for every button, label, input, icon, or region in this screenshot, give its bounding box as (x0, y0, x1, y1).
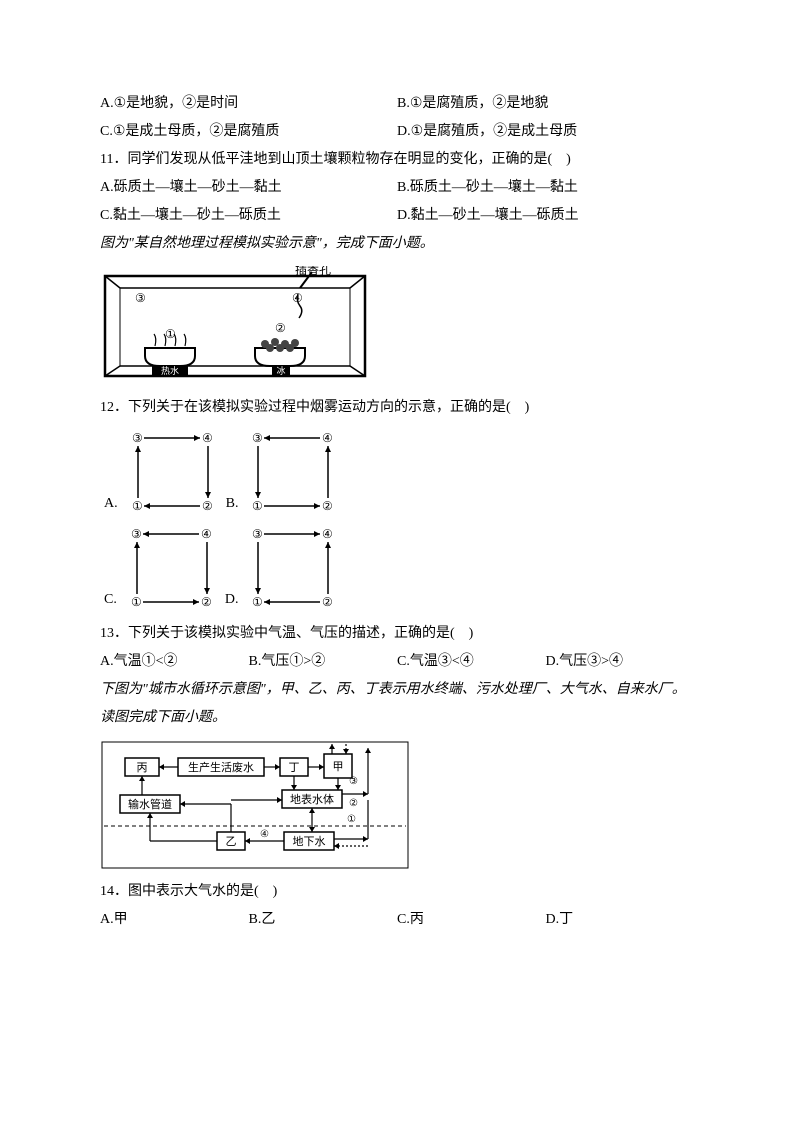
svg-text:①: ① (252, 595, 263, 609)
q11-opt-c: C.黏土—壤土—砂土—砾质土 (100, 202, 397, 230)
q12-label-a: A. (104, 490, 118, 518)
q13-stem: 13．下列关于该模拟实验中气温、气压的描述，正确的是( ) (100, 620, 694, 648)
q14-opt-b: B.乙 (249, 906, 398, 934)
svg-text:①: ① (131, 595, 142, 609)
svg-text:甲: 甲 (333, 761, 344, 773)
svg-text:②: ② (202, 499, 213, 513)
q13-opt-d: D.气压③>④ (546, 648, 695, 676)
svg-text:地下水: 地下水 (293, 835, 326, 848)
note2: 下图为"城市水循环示意图"，甲、乙、丙、丁表示用水终端、污水处理厂、大气水、自来… (100, 676, 694, 732)
q14-opt-d: D.丁 (546, 906, 695, 934)
svg-text:丙: 丙 (137, 762, 148, 774)
q11-stem: 11．同学们发现从低平洼地到山顶土壤颗粒物存在明显的变化，正确的是( ) (100, 146, 694, 174)
q14-options: A.甲 B.乙 C.丙 D.丁 (100, 906, 694, 934)
q11-options-row1: A.砾质土—壤土—砂土—黏土 B.砾质土—砂土—壤土—黏土 (100, 174, 694, 202)
svg-text:冰: 冰 (276, 365, 285, 376)
q14-stem: 14．图中表示大气水的是( ) (100, 878, 694, 906)
q10-opt-d: D.①是腐殖质，②是成土母质 (397, 118, 694, 146)
svg-text:输水管道: 输水管道 (128, 797, 172, 811)
svg-text:④: ④ (322, 527, 333, 541)
q11-opt-a: A.砾质土—壤土—砂土—黏土 (100, 174, 397, 202)
q11-opt-d: D.黏土—砂土—壤土—砾质土 (397, 202, 694, 230)
svg-text:③: ③ (135, 291, 146, 305)
q12-label-c: C. (104, 586, 117, 614)
svg-text:③: ③ (131, 527, 142, 541)
svg-text:②: ② (275, 321, 286, 335)
q11-options-row2: C.黏土—壤土—砂土—砾质土 D.黏土—砂土—壤土—砾质土 (100, 202, 694, 230)
q13-options: A.气温①<② B.气压①>② C.气温③<④ D.气压③>④ (100, 648, 694, 676)
q12-diagram-c: ③ ④ ① ② (121, 524, 221, 614)
svg-text:③: ③ (252, 527, 263, 541)
svg-text:①: ① (132, 499, 143, 513)
q13-opt-a: A.气温①<② (100, 648, 249, 676)
svg-text:①: ① (347, 814, 356, 825)
svg-text:①: ① (252, 499, 263, 513)
svg-text:插香孔: 插香孔 (295, 266, 331, 277)
q12-diagrams-ab: A. ③ ④ ① ② B. ③ ④ ① ② (100, 428, 694, 518)
svg-text:③: ③ (132, 431, 143, 445)
svg-text:②: ② (322, 499, 333, 513)
q13-opt-b: B.气压①>② (249, 648, 398, 676)
q12-label-d: D. (225, 586, 239, 614)
q12-label-b: B. (226, 490, 239, 518)
q12-diagram-d: ③ ④ ① ② (242, 524, 342, 614)
q10-options-row1: A.①是地貌，②是时间 B.①是腐殖质，②是地貌 (100, 90, 694, 118)
q12-stem: 12．下列关于在该模拟实验过程中烟雾运动方向的示意，正确的是( ) (100, 394, 694, 422)
q14-opt-a: A.甲 (100, 906, 249, 934)
q12-diagram-a: ③ ④ ① ② (122, 428, 222, 518)
svg-text:丁: 丁 (289, 762, 300, 774)
svg-text:③: ③ (349, 776, 358, 787)
svg-text:①: ① (165, 327, 176, 341)
q10-opt-c: C.①是成土母质，②是腐殖质 (100, 118, 397, 146)
svg-text:热水: 热水 (161, 365, 179, 376)
q12-diagram-b: ③ ④ ① ② (242, 428, 342, 518)
q12-diagrams-cd: C. ③ ④ ① ② D. ③ ④ ① ② (100, 524, 694, 614)
q11-opt-b: B.砾质土—砂土—壤土—黏土 (397, 174, 694, 202)
svg-text:②: ② (349, 798, 358, 809)
flowchart-diagram: 丙 生产生活废水 丁 甲 输水管道 地表水体 乙 地下水 ③ ② ① ④ (100, 740, 694, 870)
svg-text:④: ④ (292, 291, 303, 305)
svg-text:②: ② (201, 595, 212, 609)
q10-opt-a: A.①是地貌，②是时间 (100, 90, 397, 118)
svg-text:④: ④ (202, 431, 213, 445)
note1: 图为"某自然地理过程模拟实验示意"，完成下面小题。 (100, 230, 694, 258)
svg-text:生产生活废水: 生产生活废水 (188, 760, 254, 774)
q14-opt-c: C.丙 (397, 906, 546, 934)
svg-text:③: ③ (252, 431, 263, 445)
svg-text:④: ④ (260, 829, 269, 840)
svg-text:地表水体: 地表水体 (290, 792, 334, 806)
q10-opt-b: B.①是腐殖质，②是地貌 (397, 90, 694, 118)
svg-text:乙: 乙 (226, 835, 237, 848)
q13-opt-c: C.气温③<④ (397, 648, 546, 676)
svg-text:④: ④ (201, 527, 212, 541)
svg-text:②: ② (322, 595, 333, 609)
q10-options-row2: C.①是成土母质，②是腐殖质 D.①是腐殖质，②是成土母质 (100, 118, 694, 146)
experiment-diagram: 热水 冰 插香孔 ③ ④ ① ② (100, 266, 694, 386)
svg-text:④: ④ (322, 431, 333, 445)
